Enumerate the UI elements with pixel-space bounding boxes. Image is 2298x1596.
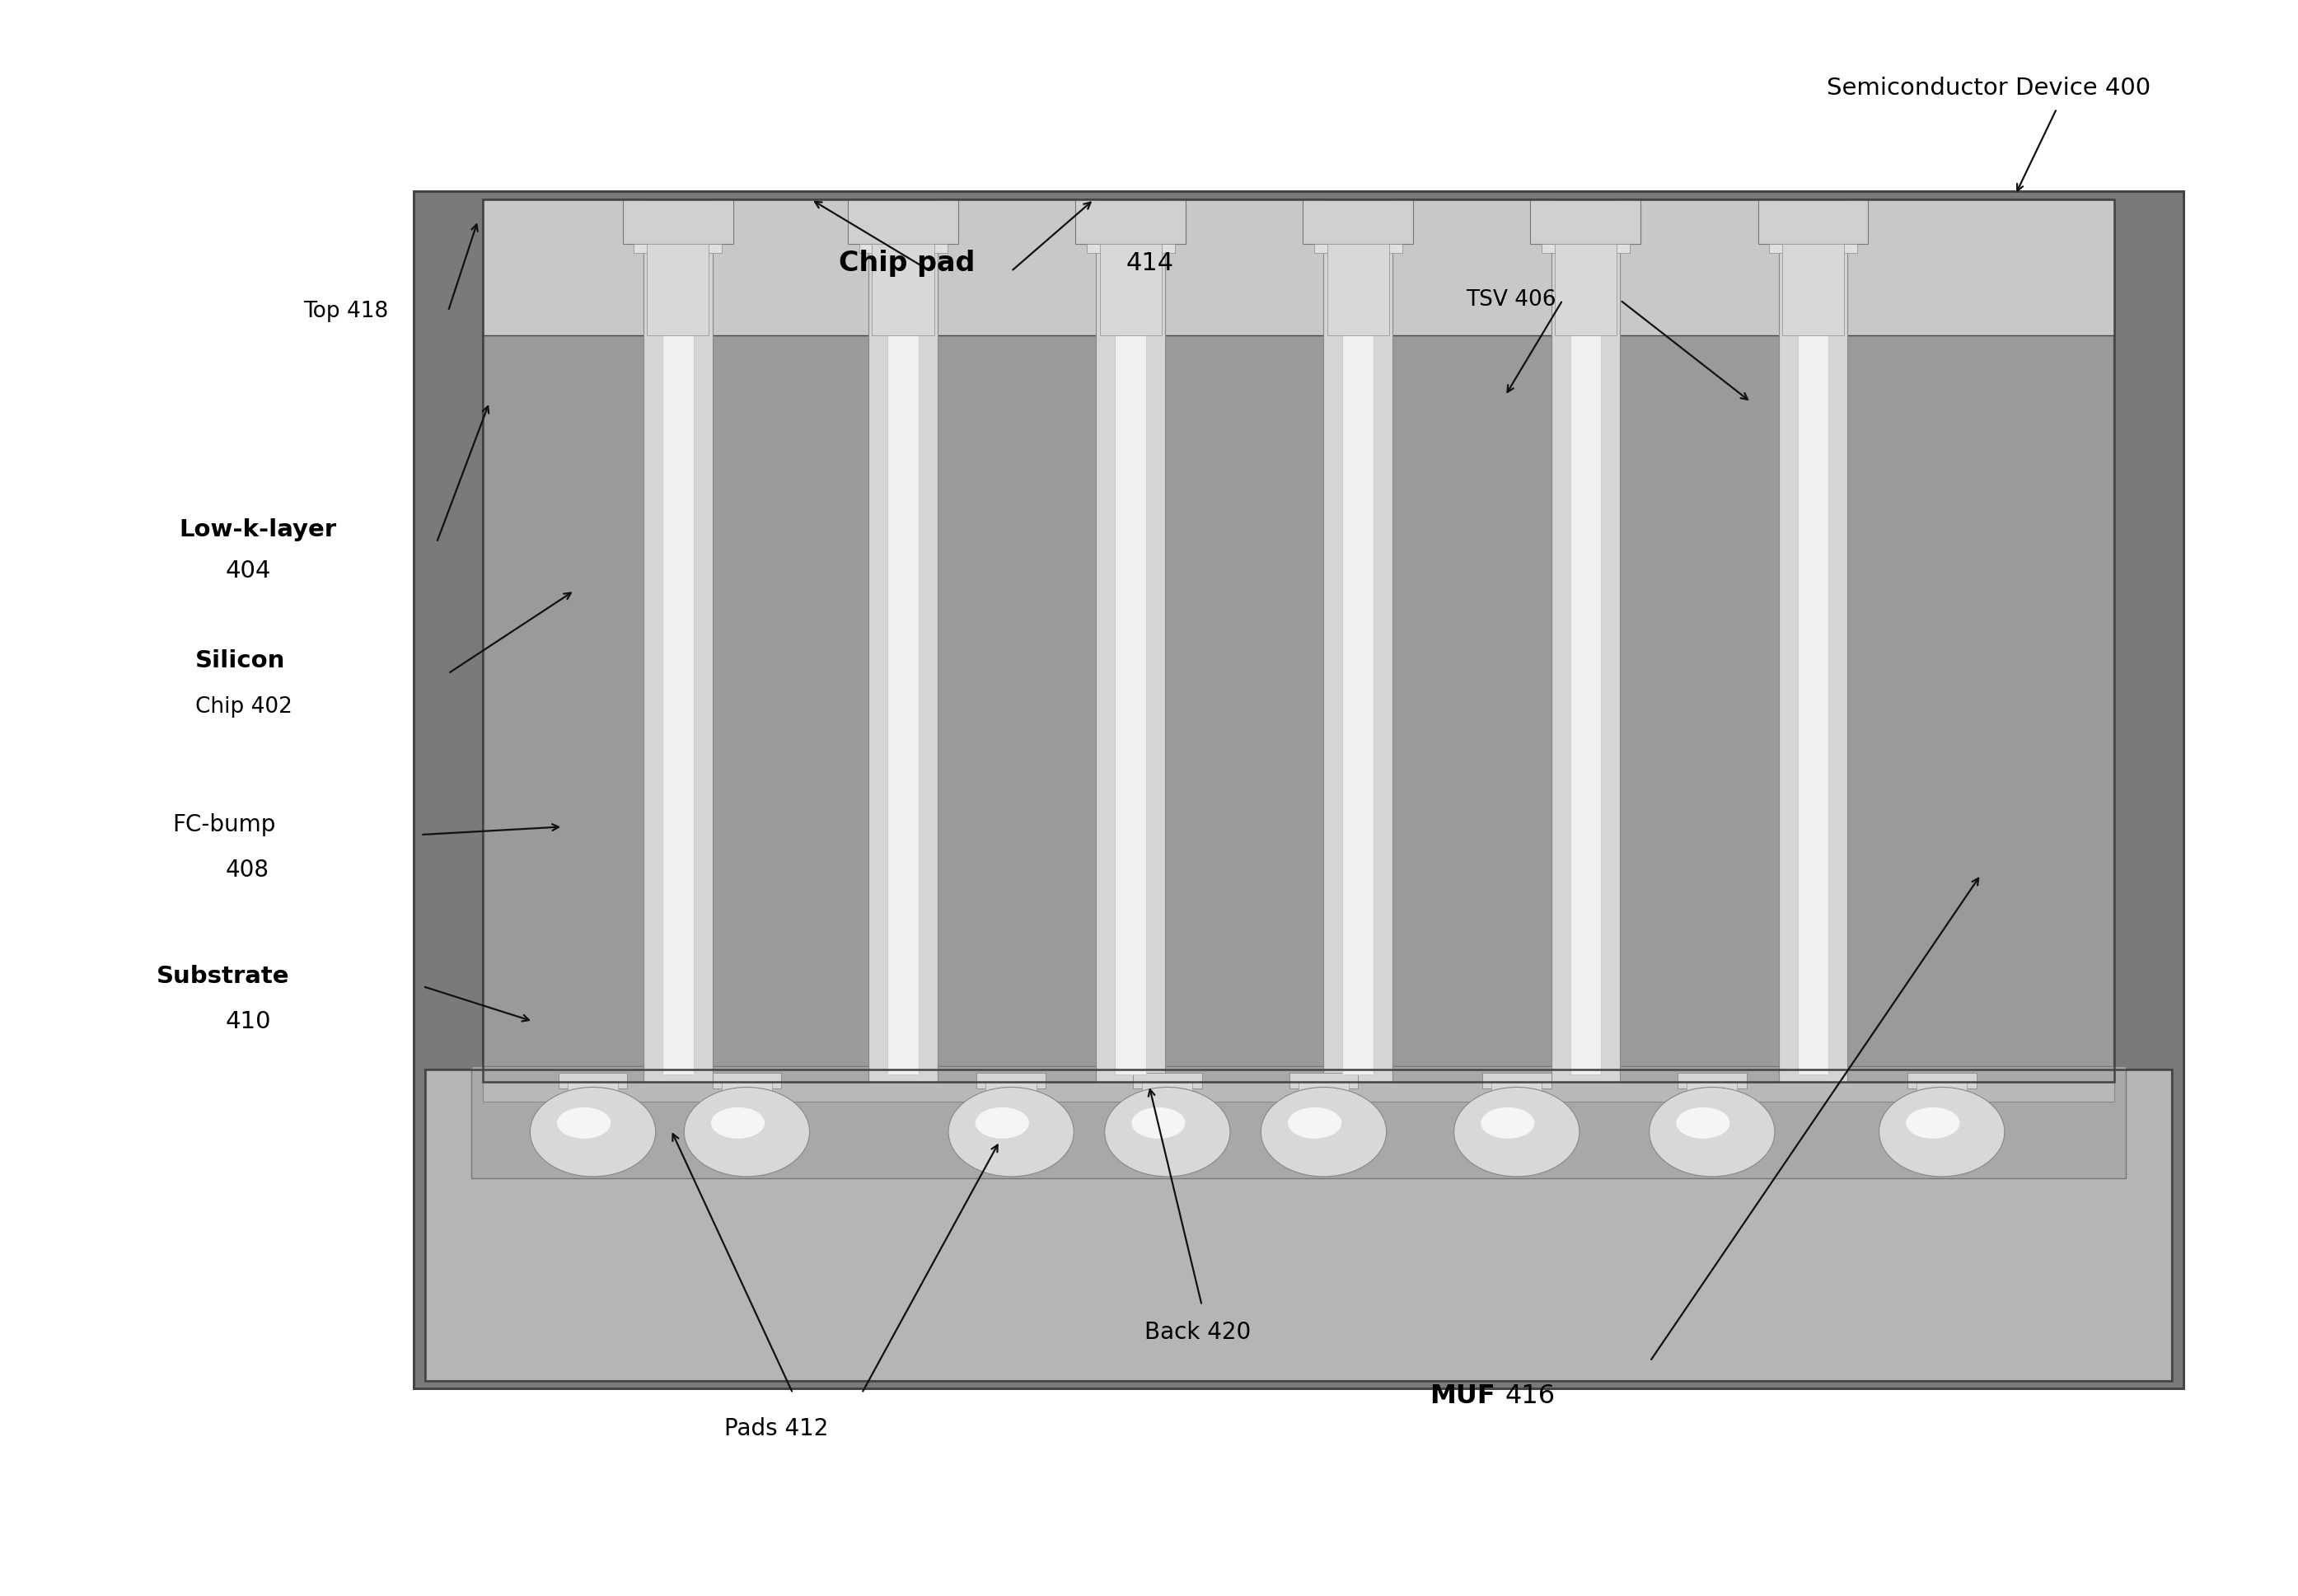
Polygon shape <box>483 1082 2114 1101</box>
Ellipse shape <box>1262 1087 1386 1176</box>
Polygon shape <box>425 1069 2172 1381</box>
Polygon shape <box>1553 244 1618 335</box>
Polygon shape <box>1115 207 1147 1074</box>
Text: Back 420: Back 420 <box>1144 1321 1250 1344</box>
Polygon shape <box>1907 1073 1976 1088</box>
Polygon shape <box>1687 1082 1737 1095</box>
Polygon shape <box>1298 1082 1349 1095</box>
Text: 408: 408 <box>225 859 269 881</box>
Ellipse shape <box>1905 1108 1960 1138</box>
Text: MUF: MUF <box>1429 1384 1496 1409</box>
Polygon shape <box>1096 200 1165 1082</box>
Polygon shape <box>1324 200 1393 1082</box>
Ellipse shape <box>1480 1108 1535 1138</box>
Ellipse shape <box>1675 1108 1730 1138</box>
Polygon shape <box>1779 200 1848 1082</box>
Polygon shape <box>1530 200 1641 244</box>
Polygon shape <box>1678 1073 1746 1088</box>
Polygon shape <box>722 1082 772 1095</box>
Ellipse shape <box>1287 1108 1342 1138</box>
Polygon shape <box>1133 1073 1202 1088</box>
Polygon shape <box>648 244 708 335</box>
Polygon shape <box>1328 244 1390 335</box>
Text: 410: 410 <box>225 1010 271 1033</box>
Polygon shape <box>977 1073 1046 1088</box>
Ellipse shape <box>531 1087 655 1176</box>
Polygon shape <box>1769 244 1857 252</box>
Polygon shape <box>887 207 919 1074</box>
Ellipse shape <box>1131 1108 1186 1138</box>
Text: 414: 414 <box>1126 252 1174 275</box>
Ellipse shape <box>1650 1087 1774 1176</box>
Ellipse shape <box>1880 1087 2004 1176</box>
Polygon shape <box>1303 200 1413 244</box>
Polygon shape <box>712 1073 781 1088</box>
Polygon shape <box>483 200 2114 1082</box>
Ellipse shape <box>685 1087 809 1176</box>
Text: Substrate: Substrate <box>156 966 290 988</box>
Ellipse shape <box>1455 1087 1579 1176</box>
Polygon shape <box>414 192 2183 1389</box>
Polygon shape <box>1491 1082 1542 1095</box>
Text: TSV 406: TSV 406 <box>1466 289 1556 311</box>
Polygon shape <box>1482 1073 1551 1088</box>
Polygon shape <box>1087 244 1174 252</box>
Text: Chip pad: Chip pad <box>839 249 984 278</box>
Polygon shape <box>1570 207 1602 1074</box>
Polygon shape <box>568 1082 618 1095</box>
Polygon shape <box>1289 1073 1358 1088</box>
Text: Chip 402: Chip 402 <box>195 696 292 718</box>
Polygon shape <box>848 200 958 244</box>
Text: Semiconductor Device 400: Semiconductor Device 400 <box>1827 77 2151 99</box>
Polygon shape <box>634 244 722 252</box>
Polygon shape <box>873 244 935 335</box>
Polygon shape <box>483 200 2114 335</box>
Polygon shape <box>1101 244 1160 335</box>
Ellipse shape <box>556 1108 611 1138</box>
Polygon shape <box>859 244 947 252</box>
Polygon shape <box>1758 200 1868 244</box>
Text: 416: 416 <box>1505 1384 1556 1409</box>
Polygon shape <box>986 1082 1036 1095</box>
Polygon shape <box>471 1066 2126 1178</box>
Polygon shape <box>1314 244 1402 252</box>
Polygon shape <box>558 1073 627 1088</box>
Text: Top 418: Top 418 <box>303 300 388 322</box>
Polygon shape <box>623 200 733 244</box>
Text: 404: 404 <box>225 560 271 583</box>
Polygon shape <box>1342 207 1374 1074</box>
Polygon shape <box>1917 1082 1967 1095</box>
Polygon shape <box>869 200 938 1082</box>
Polygon shape <box>1551 200 1620 1082</box>
Polygon shape <box>1783 244 1845 335</box>
Polygon shape <box>1797 207 1829 1074</box>
Ellipse shape <box>710 1108 765 1138</box>
Text: Low-k-layer: Low-k-layer <box>179 519 338 541</box>
Polygon shape <box>1542 244 1629 252</box>
Text: Silicon: Silicon <box>195 650 285 672</box>
Polygon shape <box>1142 1082 1193 1095</box>
Ellipse shape <box>974 1108 1030 1138</box>
Text: FC-bump: FC-bump <box>172 814 276 836</box>
Text: Pads 412: Pads 412 <box>724 1417 830 1440</box>
Polygon shape <box>662 207 694 1074</box>
Polygon shape <box>643 200 712 1082</box>
Ellipse shape <box>1105 1087 1229 1176</box>
Polygon shape <box>1075 200 1186 244</box>
Ellipse shape <box>949 1087 1073 1176</box>
